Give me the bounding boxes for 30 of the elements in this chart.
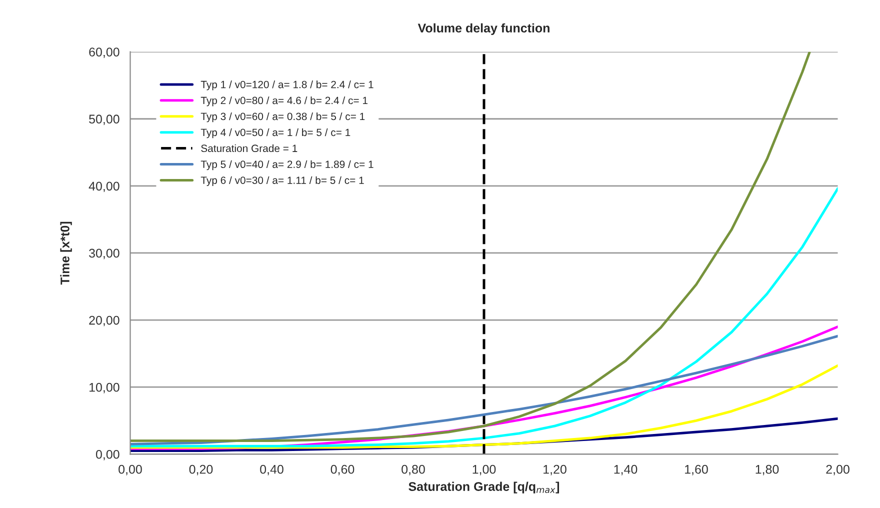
- x-tick-label: 1,20: [544, 464, 566, 476]
- legend-label: Typ 2 / v0=80 / a= 4.6 / b= 2.4 / c= 1: [200, 96, 368, 106]
- x-tick-label: 0,00: [118, 464, 142, 476]
- y-tick-label: 10,00: [90, 382, 120, 394]
- x-tick-label: 0,80: [402, 464, 425, 476]
- legend-label: Typ 5 / v0=40 / a= 2.9 / b= 1.89 / c= 1: [200, 160, 374, 170]
- line-series: [130, 187, 838, 448]
- legend-label: Typ 3 / v0=60 / a= 0.38 / b= 5 / c= 1: [200, 112, 365, 122]
- x-tick-label: 2,00: [826, 464, 850, 476]
- y-tick-label: 50,00: [89, 114, 120, 125]
- chart-title: Volume delay function: [418, 23, 550, 35]
- legend-label: Typ 6 / v0=30 / a= 1.11 / b= 5 / c= 1: [200, 176, 364, 186]
- y-tick-label: 30,00: [89, 248, 120, 260]
- x-tick-label: 1,00: [472, 464, 496, 476]
- legend-label: Typ 1 / v0=120 / a= 1.8 / b= 2.4 / c= 1: [200, 80, 374, 90]
- x-tick-label: 0,60: [330, 464, 354, 476]
- y-tick-label: 0,00: [96, 450, 120, 460]
- x-tick-label: 0,20: [189, 464, 213, 476]
- y-tick-label: 60,00: [89, 48, 120, 58]
- x-tick-label: 1,80: [756, 464, 779, 476]
- x-tick-label: 1,60: [685, 464, 708, 476]
- x-tick-label: 0,40: [260, 464, 284, 476]
- y-tick-label: 20,00: [89, 316, 120, 326]
- y-axis-title: Time [x*t0]: [60, 222, 72, 285]
- legend-label: Typ 4 / v0=50 / a= 1 / b= 5 / c= 1: [200, 128, 350, 138]
- x-axis-title: Saturation Grade [q/q$_{max}$]: [408, 482, 560, 494]
- y-tick-label: 40,00: [88, 182, 120, 192]
- x-tick-label: 1,40: [614, 464, 638, 476]
- line-series: [130, 52, 811, 442]
- legend-label: Saturation Grade = 1: [201, 144, 298, 152]
